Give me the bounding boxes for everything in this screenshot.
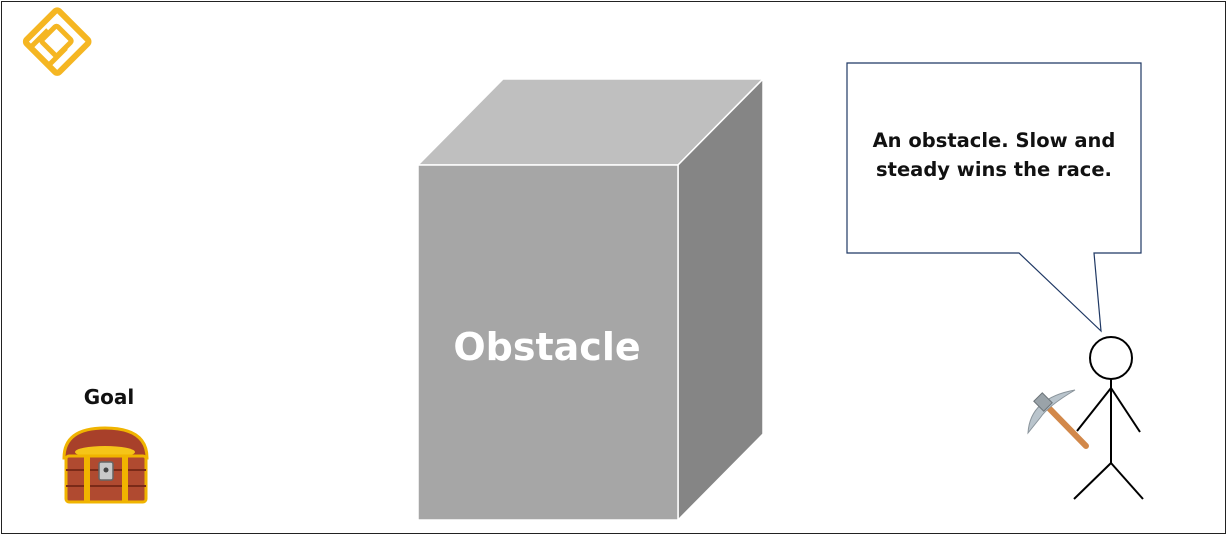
obstacle-box: Obstacle [416, 77, 765, 522]
stick-figure-icon [1073, 336, 1144, 500]
obstacle-front-face [417, 164, 679, 521]
speech-bubble-text: An obstacle. Slow and steady wins the ra… [872, 129, 1116, 181]
goal-label: Goal [83, 385, 135, 409]
treasure-chest-icon [62, 426, 149, 504]
knot-logo-icon [22, 7, 92, 76]
obstacle-label: Obstacle [453, 325, 640, 369]
pickaxe-icon [1027, 389, 1089, 449]
speech-bubble [846, 62, 1142, 333]
